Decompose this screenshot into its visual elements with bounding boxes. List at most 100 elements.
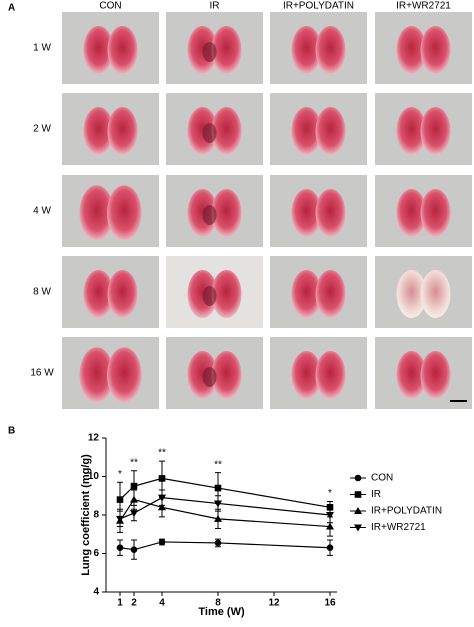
lung-lobe xyxy=(79,347,114,403)
lung-lobe xyxy=(107,270,138,318)
lung-photo xyxy=(166,256,263,328)
legend-label: IR+POLYDATIN xyxy=(371,506,442,517)
row-label: 4 W xyxy=(33,206,51,217)
lung-lobe xyxy=(315,351,346,399)
row-label: 1 W xyxy=(33,43,51,54)
marker xyxy=(354,507,362,514)
lung-lobe xyxy=(211,26,242,74)
lung-lobe xyxy=(420,270,451,318)
lung-lobe xyxy=(291,107,322,155)
lung-photo xyxy=(375,256,472,328)
lung-lobe xyxy=(187,270,218,318)
marker xyxy=(116,544,124,552)
significance-mark: ** xyxy=(214,459,222,470)
marker xyxy=(214,514,222,522)
lung-lobe xyxy=(315,270,346,318)
lung-lobe xyxy=(211,270,242,318)
lung-photo xyxy=(375,12,472,84)
marker xyxy=(130,482,138,490)
lung-lobe xyxy=(396,107,427,155)
lung-photo xyxy=(270,337,367,409)
marker xyxy=(158,494,166,502)
lung-lobe xyxy=(396,189,427,237)
lesion xyxy=(202,42,217,62)
legend-label: CON xyxy=(371,473,393,484)
marker xyxy=(214,500,222,508)
lung-lobe xyxy=(291,189,322,237)
panel-label: A xyxy=(8,3,15,14)
x-axis-label: Time (W) xyxy=(198,606,245,618)
marker xyxy=(354,491,362,498)
significance-mark: ** xyxy=(158,448,166,459)
lung-lobe xyxy=(107,347,142,403)
lung-lobe xyxy=(83,107,114,155)
lung-lobe xyxy=(211,351,242,399)
x-tick-label: 8 xyxy=(215,598,221,609)
marker xyxy=(354,524,362,532)
lung-lobe xyxy=(315,189,346,237)
y-tick-label: 12 xyxy=(88,433,100,444)
column-label: IR xyxy=(210,1,220,12)
lung-lobe xyxy=(107,26,138,74)
lung-lobe xyxy=(420,26,451,74)
lung-lobe xyxy=(315,26,346,74)
row-label: 16 W xyxy=(30,368,54,379)
lung-lobe xyxy=(420,351,451,399)
lung-lobe xyxy=(420,107,451,155)
lung-photo xyxy=(270,12,367,84)
y-axis-label: Lung coefficient (mg/g) xyxy=(80,454,92,576)
marker xyxy=(158,475,166,482)
lung-lobe xyxy=(83,26,114,74)
column-label: IR+WR2721 xyxy=(396,1,451,12)
line-chart: 4 6 8 10 12 1 2 4 8 12 16 Time (W) Lung coefficient … xyxy=(80,433,442,618)
lesion xyxy=(202,205,217,225)
lung-lobe xyxy=(420,189,451,237)
lung-photo xyxy=(270,93,367,165)
x-tick-label: 16 xyxy=(324,598,336,609)
y-tick-label: 8 xyxy=(93,510,99,521)
lung-photo xyxy=(62,337,159,409)
marker xyxy=(116,515,124,523)
marker xyxy=(354,474,362,482)
lesion xyxy=(202,286,217,306)
lung-photo xyxy=(375,337,472,409)
lung-lobe xyxy=(187,351,218,399)
lung-photo xyxy=(166,337,263,409)
x-tick-label: 1 xyxy=(117,598,123,609)
y-tick-label: 6 xyxy=(93,548,99,559)
lung-lobe xyxy=(396,351,427,399)
lung-photo xyxy=(270,175,367,247)
series-line xyxy=(119,497,331,520)
lung-photo xyxy=(62,93,159,165)
lung-photo xyxy=(166,12,263,84)
lesion xyxy=(202,367,217,387)
x-tick-label: 2 xyxy=(131,598,137,609)
marker xyxy=(326,512,334,519)
y-tick-label: 4 xyxy=(93,587,99,598)
lung-lobe xyxy=(107,185,142,241)
lung-lobe xyxy=(396,26,427,74)
lung-lobe xyxy=(291,351,322,399)
marker xyxy=(158,503,166,511)
y-tick-label: 10 xyxy=(88,471,100,482)
lung-photo xyxy=(62,12,159,84)
significance-mark: * xyxy=(328,488,332,499)
row-label: 8 W xyxy=(33,287,51,298)
lung-lobe xyxy=(187,107,218,155)
lung-lobe xyxy=(291,270,322,318)
lung-photo xyxy=(62,256,159,328)
marker xyxy=(116,496,124,503)
x-tick-label: 4 xyxy=(159,598,165,609)
marker xyxy=(130,546,138,553)
marker xyxy=(130,510,138,518)
lung-lobe xyxy=(187,189,218,237)
lung-lobe xyxy=(315,107,346,155)
lung-photo xyxy=(166,175,263,247)
series-line xyxy=(119,541,331,551)
marker xyxy=(214,539,222,547)
legend-label: IR xyxy=(371,489,381,500)
x-tick-label: 12 xyxy=(268,598,280,609)
column-label: CON xyxy=(99,1,121,12)
marker xyxy=(326,544,334,552)
